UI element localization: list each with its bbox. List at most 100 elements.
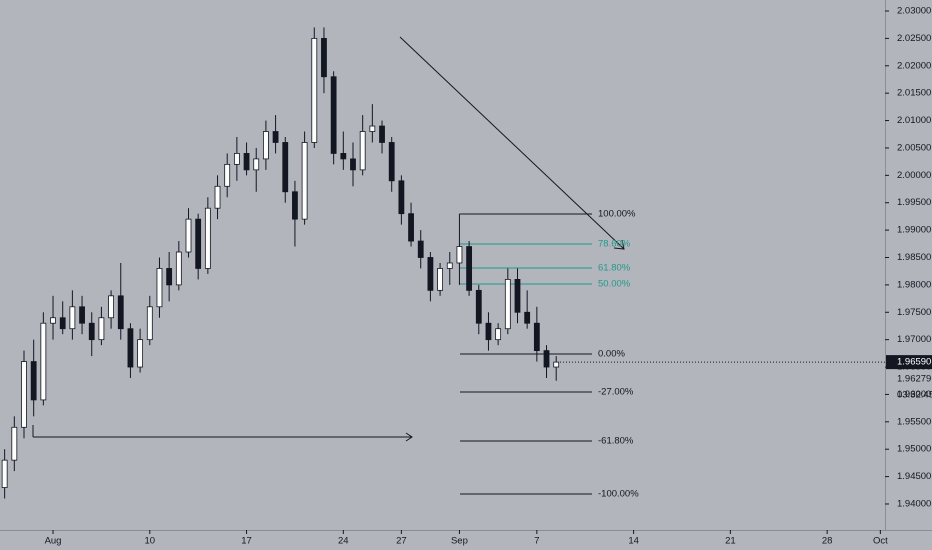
candle bbox=[127, 323, 134, 379]
candle-body bbox=[263, 131, 269, 160]
candle-body bbox=[398, 180, 405, 215]
fib-level-label: 78.60% bbox=[598, 238, 631, 249]
candle bbox=[417, 230, 424, 269]
y-tick-label: 1.99000 bbox=[897, 225, 931, 236]
candle-body bbox=[282, 142, 289, 193]
y-tick-label: 2.02000 bbox=[897, 60, 931, 71]
candle bbox=[282, 136, 289, 203]
candle-body bbox=[321, 37, 327, 78]
candle bbox=[146, 295, 153, 346]
y-tick-label: 1.97500 bbox=[897, 307, 931, 318]
candle-body bbox=[504, 279, 511, 330]
candle-body bbox=[156, 268, 163, 308]
candle-body bbox=[475, 289, 482, 324]
candle bbox=[466, 241, 473, 296]
y-tick-label: 2.00000 bbox=[897, 170, 931, 181]
y-tick-label: 2.01000 bbox=[897, 115, 931, 126]
candle bbox=[456, 213, 463, 285]
candle bbox=[21, 350, 27, 439]
candle bbox=[69, 290, 76, 340]
candle bbox=[543, 345, 550, 379]
low-price-label: 1.96279 bbox=[897, 374, 931, 385]
candle bbox=[524, 290, 531, 329]
candle bbox=[11, 416, 18, 472]
candle bbox=[59, 301, 66, 335]
candle bbox=[214, 175, 221, 220]
candle bbox=[301, 131, 308, 225]
x-tick-label: Sep bbox=[451, 536, 468, 547]
candle bbox=[233, 136, 240, 181]
fib-level-label: 61.80% bbox=[598, 263, 631, 274]
candle-body bbox=[495, 328, 502, 341]
candle bbox=[311, 27, 318, 148]
candle bbox=[485, 312, 492, 351]
x-tick-label: Aug bbox=[45, 536, 62, 547]
y-tick-label: 1.95000 bbox=[897, 444, 931, 455]
candle bbox=[117, 262, 124, 340]
candle-body bbox=[195, 218, 202, 269]
fib-level-label: 0.00% bbox=[598, 348, 625, 359]
candle bbox=[359, 115, 366, 176]
candle bbox=[156, 257, 163, 318]
candle-body bbox=[350, 158, 356, 171]
candle-body bbox=[437, 268, 443, 291]
candle-body bbox=[514, 279, 521, 313]
candle-body bbox=[50, 317, 56, 324]
candle bbox=[137, 328, 144, 373]
candle bbox=[166, 252, 173, 302]
y-tick-label: 1.94000 bbox=[897, 498, 931, 509]
candle bbox=[98, 306, 105, 346]
candle-body bbox=[340, 153, 347, 160]
y-tick-label: 1.97000 bbox=[897, 334, 931, 345]
candle-body bbox=[466, 246, 473, 291]
candle bbox=[263, 120, 269, 170]
y-tick-label: 1.98500 bbox=[897, 252, 931, 263]
candle-body bbox=[359, 131, 366, 171]
candle bbox=[533, 306, 540, 362]
candle-body bbox=[166, 268, 173, 286]
candle bbox=[437, 262, 443, 296]
candle bbox=[30, 339, 37, 417]
candle-body bbox=[79, 306, 85, 324]
candle-body bbox=[427, 257, 434, 291]
candle-body bbox=[485, 322, 492, 341]
candle-body bbox=[69, 306, 76, 330]
candle-body bbox=[543, 350, 550, 368]
candle-body bbox=[98, 317, 105, 341]
arrow-head bbox=[613, 239, 625, 250]
y-tick-label: 1.96000 bbox=[897, 389, 931, 400]
candle bbox=[88, 312, 95, 357]
candle-body bbox=[533, 322, 540, 352]
candle bbox=[446, 252, 453, 285]
candle bbox=[108, 290, 114, 329]
candle-body bbox=[11, 426, 18, 461]
x-tick-label: 17 bbox=[241, 536, 252, 547]
candle-body bbox=[108, 295, 114, 319]
candle bbox=[1, 449, 8, 499]
candle bbox=[369, 104, 376, 143]
candle-body bbox=[137, 339, 144, 368]
candle bbox=[204, 197, 211, 274]
candle bbox=[350, 142, 356, 187]
last-price-label: 1.96590 bbox=[897, 357, 931, 368]
candle bbox=[253, 147, 260, 192]
candle-body bbox=[388, 142, 395, 182]
fib-level-label: -100.00% bbox=[598, 488, 639, 499]
candle-body bbox=[175, 251, 182, 286]
candle bbox=[388, 136, 395, 192]
y-tick-label: 1.98000 bbox=[897, 279, 931, 290]
candle-body bbox=[408, 213, 414, 242]
candle-body bbox=[204, 207, 211, 269]
candle-body bbox=[524, 311, 531, 324]
candle-body bbox=[330, 76, 337, 154]
candle bbox=[175, 241, 182, 291]
y-tick-label: 2.02500 bbox=[897, 33, 931, 44]
candle bbox=[321, 27, 327, 94]
candle-body bbox=[214, 185, 221, 209]
candle-body bbox=[553, 361, 560, 368]
x-tick-label: 7 bbox=[534, 536, 539, 547]
candle bbox=[495, 323, 502, 346]
candle-body bbox=[272, 131, 279, 143]
candle-body bbox=[88, 322, 95, 341]
